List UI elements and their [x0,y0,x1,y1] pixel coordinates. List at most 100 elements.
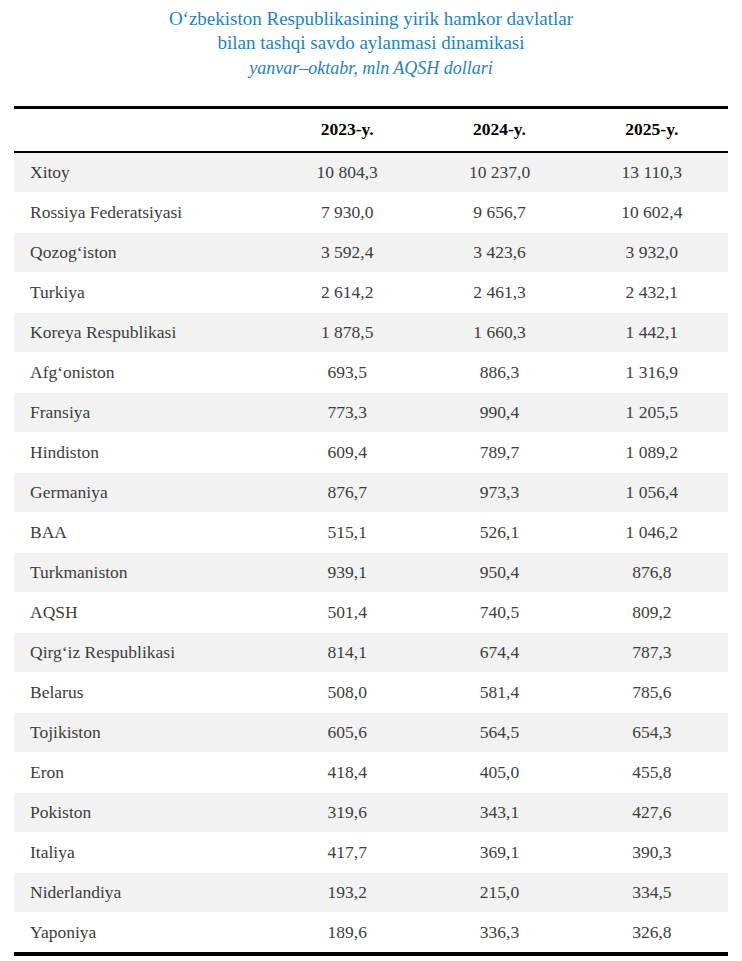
table-row: Xitoy10 804,310 237,013 110,3 [14,152,728,193]
value-cell: 787,3 [576,632,728,672]
page-title-line-1: O‘zbekiston Respublikasining yirik hamko… [0,7,742,31]
value-cell: 1 205,5 [576,392,728,432]
value-cell: 2 432,1 [576,272,728,312]
country-cell: Germaniya [14,472,271,512]
value-cell: 1 316,9 [576,352,728,392]
country-cell: Turkiya [14,272,271,312]
value-cell: 1 056,4 [576,472,728,512]
value-cell: 1 878,5 [271,312,423,352]
table-row: Eron418,4405,0455,8 [14,752,728,792]
country-cell: Eron [14,752,271,792]
value-cell: 508,0 [271,672,423,712]
value-cell: 343,1 [423,792,575,832]
value-cell: 427,6 [576,792,728,832]
country-cell: Qozog‘iston [14,232,271,272]
value-cell: 990,4 [423,392,575,432]
country-cell: Fransiya [14,392,271,432]
value-cell: 1 660,3 [423,312,575,352]
table-row: Turkmaniston939,1950,4876,8 [14,552,728,592]
table-row: Pokiston319,6343,1427,6 [14,792,728,832]
table-row: Fransiya773,3990,41 205,5 [14,392,728,432]
value-cell: 3 592,4 [271,232,423,272]
country-cell: Turkmaniston [14,552,271,592]
title-block: O‘zbekiston Respublikasining yirik hamko… [0,7,742,80]
table-row: Qozog‘iston3 592,43 423,63 932,0 [14,232,728,272]
value-cell: 939,1 [271,552,423,592]
country-cell: BAA [14,512,271,552]
value-cell: 336,3 [423,912,575,954]
table-row: Rossiya Federatsiyasi7 930,09 656,710 60… [14,192,728,232]
value-cell: 13 110,3 [576,152,728,193]
table-row: Germaniya876,7973,31 056,4 [14,472,728,512]
value-cell: 189,6 [271,912,423,954]
value-cell: 326,8 [576,912,728,954]
country-cell: Koreya Respublikasi [14,312,271,352]
value-cell: 319,6 [271,792,423,832]
value-cell: 973,3 [423,472,575,512]
value-cell: 215,0 [423,872,575,912]
value-cell: 334,5 [576,872,728,912]
value-cell: 10 237,0 [423,152,575,193]
value-cell: 2 614,2 [271,272,423,312]
value-cell: 674,4 [423,632,575,672]
country-cell: Tojikiston [14,712,271,752]
value-cell: 581,4 [423,672,575,712]
table-row: BAA515,1526,11 046,2 [14,512,728,552]
country-cell: Italiya [14,832,271,872]
value-cell: 7 930,0 [271,192,423,232]
table-row: Turkiya2 614,22 461,32 432,1 [14,272,728,312]
country-cell: Pokiston [14,792,271,832]
value-cell: 740,5 [423,592,575,632]
value-cell: 876,8 [576,552,728,592]
country-cell: Qirg‘iz Respublikasi [14,632,271,672]
table-row: Koreya Respublikasi1 878,51 660,31 442,1 [14,312,728,352]
country-cell: Belarus [14,672,271,712]
value-cell: 564,5 [423,712,575,752]
value-cell: 390,3 [576,832,728,872]
value-cell: 417,7 [271,832,423,872]
value-cell: 369,1 [423,832,575,872]
value-cell: 693,5 [271,352,423,392]
value-cell: 609,4 [271,432,423,472]
value-cell: 501,4 [271,592,423,632]
header-country [14,107,271,152]
value-cell: 950,4 [423,552,575,592]
table-row: Tojikiston605,6564,5654,3 [14,712,728,752]
value-cell: 10 804,3 [271,152,423,193]
value-cell: 876,7 [271,472,423,512]
country-cell: Rossiya Federatsiyasi [14,192,271,232]
value-cell: 526,1 [423,512,575,552]
country-cell: Yaponiya [14,912,271,954]
header-2024: 2024-y. [423,107,575,152]
value-cell: 814,1 [271,632,423,672]
report-page: O‘zbekiston Respublikasining yirik hamko… [0,0,742,961]
value-cell: 515,1 [271,512,423,552]
page-title-line-2: bilan tashqi savdo aylanmasi dinamikasi [0,31,742,55]
table-row: Italiya417,7369,1390,3 [14,832,728,872]
table-body: Xitoy10 804,310 237,013 110,3Rossiya Fed… [14,152,728,954]
value-cell: 2 461,3 [423,272,575,312]
country-cell: Niderlandiya [14,872,271,912]
value-cell: 405,0 [423,752,575,792]
value-cell: 654,3 [576,712,728,752]
header-row: 2023-y. 2024-y. 2025-y. [14,107,728,152]
page-subtitle: yanvar–oktabr, mln AQSH dollari [0,57,742,80]
table-row: Qirg‘iz Respublikasi814,1674,4787,3 [14,632,728,672]
value-cell: 785,6 [576,672,728,712]
country-cell: Xitoy [14,152,271,193]
value-cell: 10 602,4 [576,192,728,232]
header-2025: 2025-y. [576,107,728,152]
value-cell: 605,6 [271,712,423,752]
value-cell: 1 046,2 [576,512,728,552]
value-cell: 1 089,2 [576,432,728,472]
value-cell: 418,4 [271,752,423,792]
header-2023: 2023-y. [271,107,423,152]
value-cell: 1 442,1 [576,312,728,352]
trade-turnover-table: 2023-y. 2024-y. 2025-y. Xitoy10 804,310 … [14,106,728,956]
value-cell: 789,7 [423,432,575,472]
country-cell: Afg‘oniston [14,352,271,392]
value-cell: 3 423,6 [423,232,575,272]
table-row: Niderlandiya193,2215,0334,5 [14,872,728,912]
country-cell: Hindiston [14,432,271,472]
table-row: Belarus508,0581,4785,6 [14,672,728,712]
